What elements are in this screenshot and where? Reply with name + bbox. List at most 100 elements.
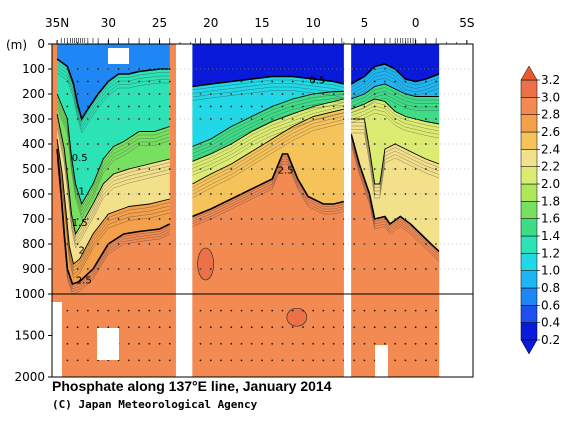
sample-dot: [138, 168, 141, 170]
sample-dot: [209, 68, 212, 70]
colorbar-swatch: [520, 218, 538, 237]
sample-dot: [281, 309, 284, 312]
sample-dot: [332, 309, 335, 312]
sample-dot: [199, 359, 202, 362]
contour-minor-line: [192, 158, 344, 222]
sample-dot: [404, 268, 407, 270]
sample-dot: [332, 80, 335, 83]
contour-minor-line: [192, 98, 344, 154]
sample-dot: [87, 168, 89, 170]
sample-dot: [168, 193, 171, 195]
sample-dot: [261, 143, 263, 145]
missing-data-box: [108, 48, 129, 64]
sample-dot: [66, 143, 69, 145]
sample-dot: [76, 359, 79, 362]
contour-label: 2.5: [76, 275, 92, 286]
sample-dot: [302, 193, 304, 195]
sample-dot: [168, 309, 171, 312]
contour-minor-line: [350, 143, 440, 262]
contour-minor-line: [351, 102, 440, 128]
sample-dot: [168, 268, 171, 270]
sample-dot: [148, 342, 151, 345]
sample-dot: [271, 359, 274, 362]
sample-dot: [322, 68, 325, 70]
contour-minor-line: [350, 77, 440, 99]
y-tick-label: 200: [22, 87, 45, 101]
sample-dot: [158, 93, 161, 95]
sample-dot: [250, 243, 253, 245]
sample-dot: [117, 268, 120, 270]
y-tick-label: 900: [22, 262, 45, 276]
sample-dot: [230, 218, 233, 220]
sample-dot: [414, 359, 417, 362]
sample-dot: [158, 243, 161, 245]
sample-dot: [97, 193, 99, 195]
sample-dot: [291, 80, 294, 83]
missing-data-box: [375, 345, 388, 377]
sample-dot: [87, 68, 89, 70]
sample-dot: [404, 93, 407, 95]
sample-dot: [404, 309, 407, 312]
sample-dot: [250, 80, 253, 83]
sample-dot: [209, 342, 212, 345]
contour-minor-line: [192, 115, 344, 192]
sample-dot: [230, 93, 233, 95]
sample-dot: [425, 342, 427, 345]
sample-dot: [168, 118, 171, 120]
sample-dot: [199, 80, 202, 83]
sample-dot: [281, 93, 284, 95]
sample-dot: [332, 105, 335, 108]
sample-dot: [414, 268, 417, 270]
band-fill-section-2: [351, 44, 440, 84]
x-tick-label: 10: [306, 16, 321, 30]
sample-dot: [271, 80, 274, 83]
sample-dot: [107, 309, 110, 312]
sample-dot: [158, 118, 161, 120]
sample-dot: [158, 68, 161, 70]
sample-dot: [384, 80, 386, 83]
sample-dot: [240, 218, 243, 220]
sample-dot: [394, 193, 397, 195]
colorbar-swatch: [520, 166, 538, 185]
sample-dot: [127, 342, 130, 345]
sample-dot: [363, 342, 366, 345]
sample-dot: [322, 309, 325, 312]
sample-dot: [209, 268, 212, 270]
sample-dot: [76, 93, 79, 95]
sample-dot: [117, 218, 120, 220]
sample-dot: [148, 359, 151, 362]
sample-dot: [261, 68, 263, 70]
contour-minor-line: [56, 107, 170, 219]
sample-dot: [302, 309, 304, 312]
sample-dot: [414, 218, 417, 220]
sample-dot: [302, 80, 304, 83]
depth-unit-label: (m): [6, 38, 27, 52]
contour-minor-line: [192, 79, 344, 91]
x-tick-label: 15: [254, 16, 269, 30]
deep-high-blob: [286, 307, 308, 327]
sample-dot: [87, 243, 89, 245]
sample-dot: [66, 268, 69, 270]
sample-dot: [138, 342, 141, 345]
sample-dot: [394, 268, 397, 270]
colorbar-tick-label: 3.2: [541, 73, 560, 87]
sample-dot: [322, 193, 325, 195]
contour-minor-line: [351, 122, 440, 188]
sample-dot: [394, 168, 397, 170]
sample-dot: [312, 168, 315, 170]
sample-dot: [138, 218, 141, 220]
contour-minor-line: [192, 112, 344, 188]
sample-dot: [138, 68, 141, 70]
sample-dot: [322, 105, 325, 108]
sample-dot: [332, 118, 335, 120]
sample-dot: [230, 80, 233, 83]
sample-dot: [373, 118, 376, 120]
sample-dot: [281, 326, 284, 329]
sample-dot: [332, 359, 335, 362]
sample-dot: [138, 359, 141, 362]
contour-line: [56, 113, 170, 236]
sample-dot: [138, 326, 141, 329]
sample-dot: [312, 143, 315, 145]
sample-dot: [230, 68, 233, 70]
contour-line: [350, 83, 440, 100]
